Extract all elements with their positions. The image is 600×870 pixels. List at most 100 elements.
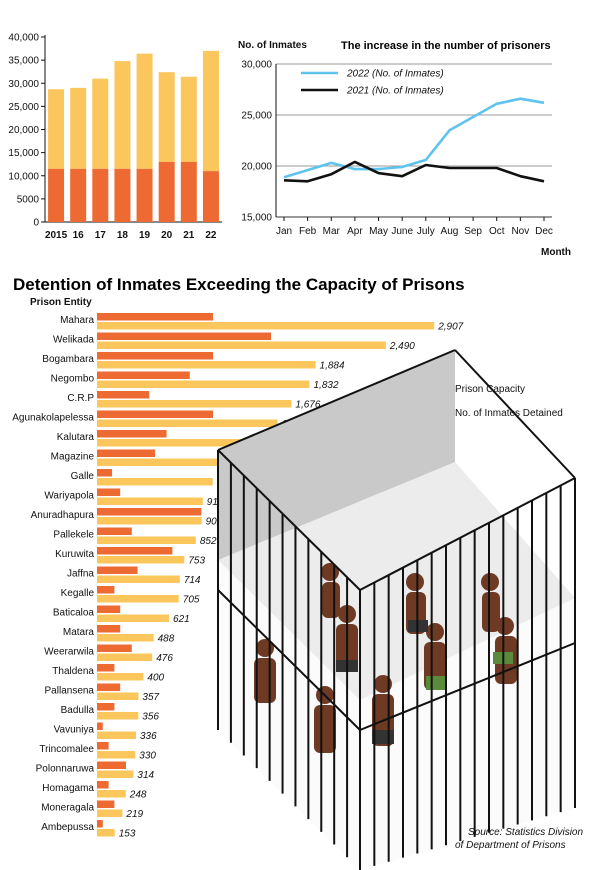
inmates-bar [97,419,278,427]
data-label: 476 [156,653,173,664]
inmates-bar [97,556,185,564]
data-label: 357 [142,692,159,703]
y-tick-label: 25,000 [8,102,39,113]
capacity-bar [97,449,155,457]
inmates-bar [97,517,202,525]
capacity-bar [97,800,115,808]
y-tick-label: 20,000 [241,162,272,173]
data-label: 219 [125,809,143,820]
legend-label: 2021 (No. of Inmates) [346,86,444,97]
data-label: 336 [140,731,157,742]
line-chart-title: The increase in the number of prisoners [341,40,551,52]
inmates-bar [97,595,179,603]
data-label: 705 [183,595,200,606]
data-label: 714 [184,575,201,586]
capacity-bar [97,683,121,691]
inmates-bar [97,809,123,817]
inmates-bar [97,536,196,544]
category-label: Pallansena [45,686,95,697]
capacity-bar [97,430,167,438]
data-label: 1,832 [314,380,339,391]
legend-label: Prison Capacity [455,384,525,395]
category-label: Weerarwila [44,647,94,658]
bar-total [180,76,197,162]
category-label: Badulla [61,705,95,716]
capacity-bar [97,820,103,828]
category-label: Welikada [53,335,94,346]
data-label: 621 [173,614,190,625]
x-tick-label: May [369,226,388,237]
y-tick-label: 35,000 [8,56,39,67]
capacity-bar [97,566,138,574]
inmates-bar [97,653,153,661]
category-label: Trincomalee [39,744,94,755]
category-label: Galle [71,471,95,482]
capacity-bar [97,508,202,516]
x-tick-label: July [417,226,435,237]
x-tick-label: 16 [73,230,85,241]
inmates-bar [97,634,154,642]
y-tick-label: 10,000 [8,171,39,182]
capacity-bar [97,644,132,652]
cage-bar [217,449,361,591]
inmates-bar [97,829,115,837]
bar-lower [92,168,109,222]
bar-total [114,61,131,169]
x-tick-label: 18 [117,230,129,241]
capacity-bar [97,703,115,711]
category-label: Wariyapola [44,491,94,502]
annual-inmates-bar-chart: 0 5000 10,000 15,000 20,000 25,000 30,000 35,00… [8,33,222,241]
inmates-bar [97,497,203,505]
capacity-bar [97,313,213,321]
capacity-bar [97,586,115,594]
capacity-bar [97,488,121,496]
capacity-bar [97,352,213,360]
category-label: Baticaloa [53,608,95,619]
data-label: 912 [207,497,224,508]
y-tick-label: 25,000 [241,111,272,122]
bar-lower [136,168,153,222]
data-label: 852 [200,536,217,547]
data-label: 902 [206,517,223,528]
inmates-bar [97,673,144,681]
capacity-bar [97,722,103,730]
y-tick-label: 15,000 [241,213,272,224]
cage-bar [217,349,456,451]
x-tick-label: June [391,226,413,237]
x-tick-label: 20 [161,230,173,241]
category-label: Kuruwita [55,549,94,560]
inmates-bar [97,790,126,798]
cage-bar [217,589,361,731]
capacity-bar [97,410,213,418]
x-tick-label: 17 [95,230,107,241]
y-tick-label: 40,000 [8,33,39,44]
inmates-bar [97,731,136,739]
data-label: 2,490 [389,341,415,352]
capacity-bar [97,605,121,613]
category-label: Moneragala [41,803,94,814]
inmates-bar [97,380,310,388]
bar-lower [114,168,131,222]
category-label: Agunakolapelessa [12,413,94,424]
inmates-bar [97,341,386,349]
y-tick-label: 0 [33,218,39,229]
bar-lower [48,168,65,222]
bar-total [70,87,87,169]
capacity-bar [97,527,132,535]
cage-bar [359,642,576,731]
x-tick-label: Oct [489,226,505,237]
data-label: 1,676 [295,400,320,411]
data-label: 248 [129,790,147,801]
bar-total [202,50,219,172]
x-tick-label: Aug [441,226,459,237]
x-tick-label: Jan [276,226,292,237]
category-label: Mahara [60,315,94,326]
source-line-1: Source: Statistics Division [468,827,583,838]
capacity-bar [97,469,113,477]
category-label: Kegalle [61,588,95,599]
category-label: Jaffna [67,569,94,580]
capacity-chart-ylabel: Prison Entity [30,297,92,308]
legend-label: No. of Inmates Detained [455,408,563,419]
cage-bar [454,349,576,479]
bar-lower [180,161,197,222]
